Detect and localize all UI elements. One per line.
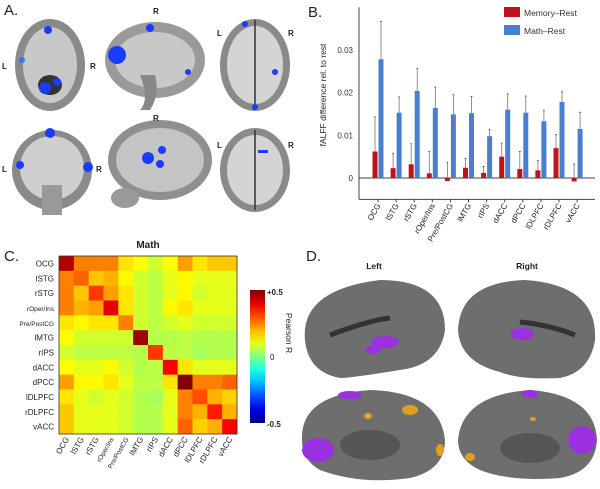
right-medial-surface [458, 390, 597, 479]
panel-label-c: C. [4, 248, 19, 265]
orientation-left-label: L [217, 29, 222, 38]
right-hemisphere-label: Right [516, 261, 538, 271]
orientation-left-label: L [2, 165, 7, 174]
panel-label-b: B. [308, 4, 323, 21]
left-medial-surface [301, 390, 445, 481]
orientation-right-label: R [96, 165, 102, 174]
axial-slice-2 [220, 19, 290, 111]
panel-label-d: D. [306, 248, 321, 265]
left-lateral-surface [304, 280, 445, 378]
orientation-right-label: R [153, 7, 159, 16]
orientation-right-label: R [288, 29, 294, 38]
right-lateral-surface [458, 280, 596, 379]
orientation-left-label: L [217, 141, 222, 150]
panel-a-brain-slices: L R R L R L R R L R Math [2, 7, 294, 250]
sagittal-slice-2 [108, 120, 212, 208]
coronal-slice [12, 128, 93, 215]
orientation-right-label: R [153, 114, 159, 123]
orientation-right-label: R [90, 62, 96, 71]
panel-label-a: A. [4, 2, 19, 19]
orientation-left-label: L [2, 62, 7, 71]
sagittal-slice-1 [105, 22, 205, 110]
heatmap-title: Math [136, 240, 159, 250]
left-hemisphere-label: Left [366, 261, 382, 271]
axial-slice-1 [15, 19, 85, 111]
axial-slice-3 [220, 128, 290, 212]
orientation-right-label: R [288, 141, 294, 150]
